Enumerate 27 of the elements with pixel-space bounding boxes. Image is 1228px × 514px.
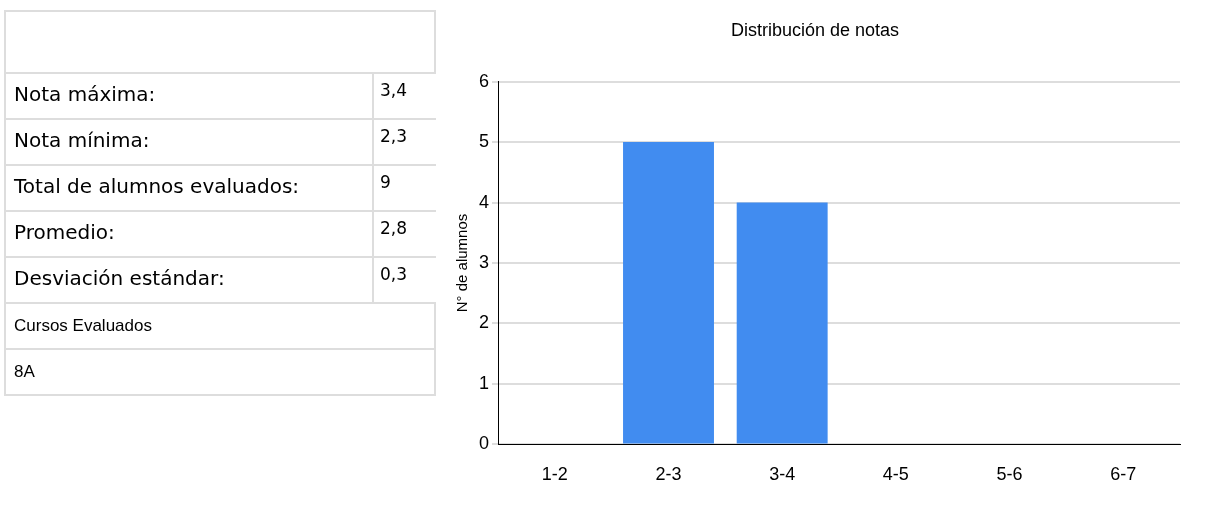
text: 3,4 <box>379 79 409 102</box>
x-tick-label: 6-7 <box>1110 464 1137 485</box>
x-tick-label: 1-2 <box>541 464 568 485</box>
chart-title: Distribución de notas <box>730 19 900 40</box>
text: Desviación estándar: <box>4 258 374 302</box>
x-tick-label: 2-3 <box>655 464 682 485</box>
text: 8A <box>4 350 436 394</box>
text: 2,8 <box>379 217 409 240</box>
y-tick-label: 4 <box>479 191 490 212</box>
text: 2,3 <box>379 125 409 148</box>
y-tick-label: 2 <box>479 312 490 333</box>
text: Promedio: <box>4 212 374 256</box>
text: 9 <box>379 171 392 194</box>
text: Nota máxima: <box>4 74 374 118</box>
text: Total de alumnos evaluados: <box>4 166 374 210</box>
y-tick-label: 6 <box>479 70 490 91</box>
x-tick-label: 4-5 <box>882 464 909 485</box>
y-tick-label: 1 <box>479 372 490 393</box>
y-axis-title: N° de alumnos <box>453 213 471 313</box>
x-tick-label: 3-4 <box>769 464 796 485</box>
y-tick-label: 5 <box>479 131 490 152</box>
y-tick-label: 0 <box>479 433 490 454</box>
x-tick-label: 5-6 <box>996 464 1023 485</box>
text: Nota mínima: <box>4 120 374 164</box>
text: 0,3 <box>379 263 409 286</box>
y-tick-label: 3 <box>479 251 490 272</box>
text: Cursos Evaluados <box>4 304 436 348</box>
